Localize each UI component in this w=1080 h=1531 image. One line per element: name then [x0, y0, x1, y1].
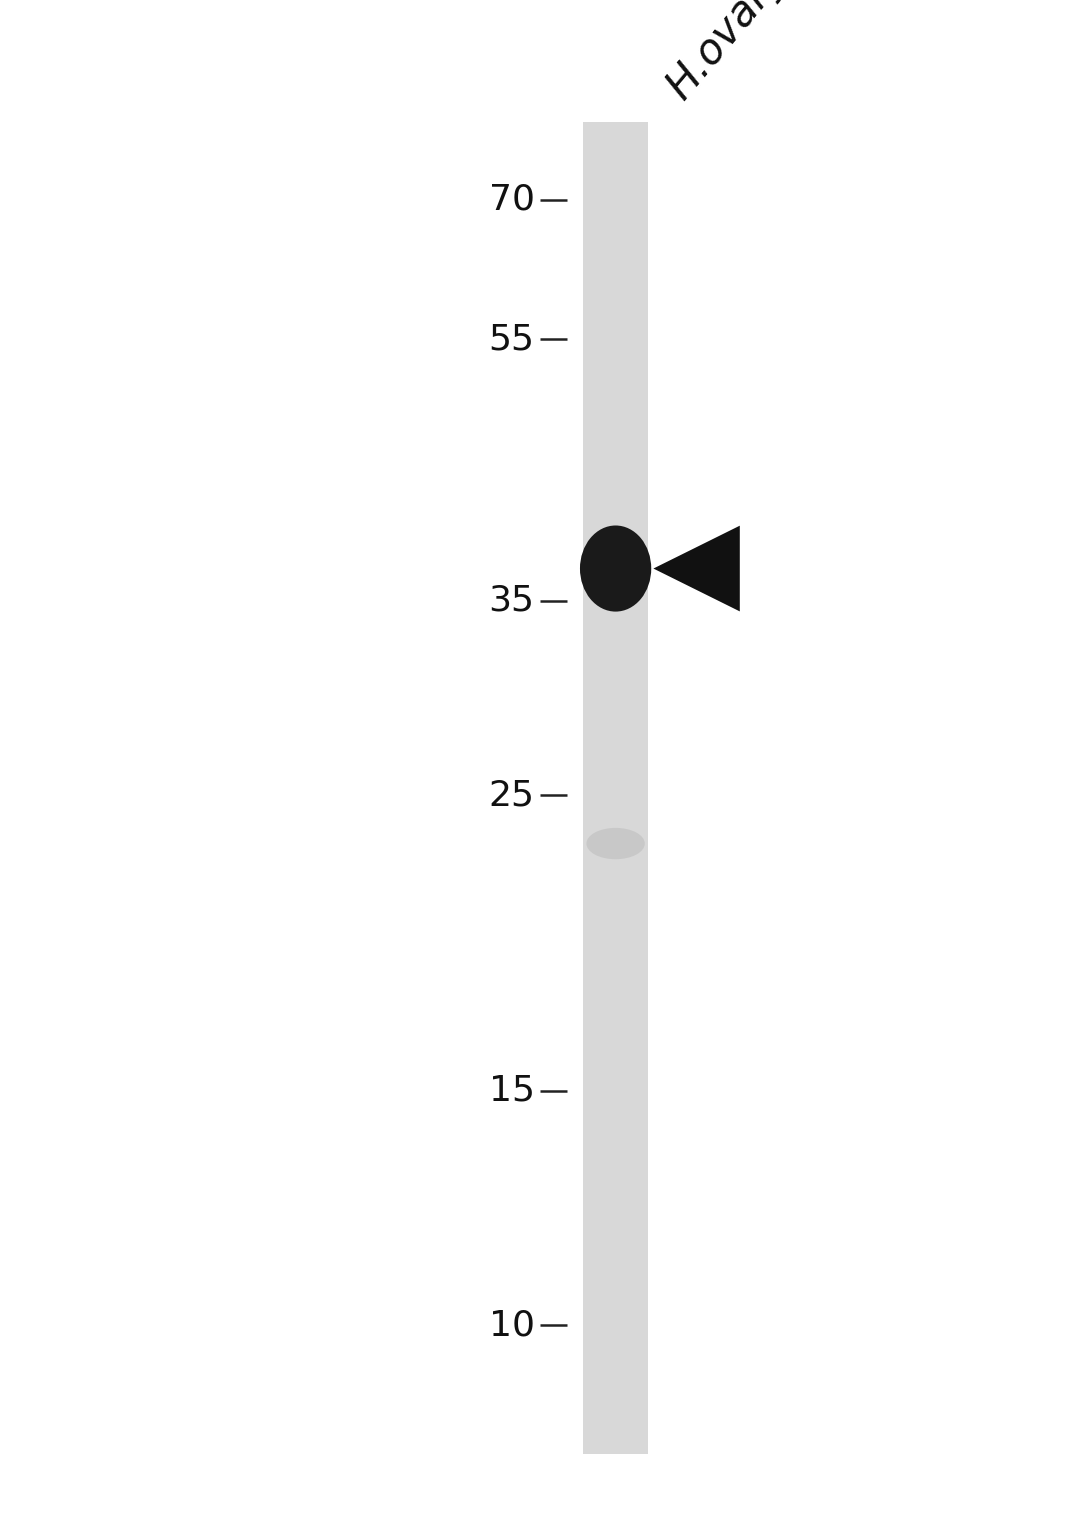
- Text: H.ovary: H.ovary: [659, 0, 795, 107]
- Ellipse shape: [580, 525, 651, 611]
- Text: 35: 35: [488, 583, 535, 617]
- Ellipse shape: [586, 828, 645, 859]
- Text: 15: 15: [488, 1073, 535, 1108]
- Text: 70: 70: [488, 182, 535, 217]
- Text: 25: 25: [488, 778, 535, 813]
- Polygon shape: [653, 525, 740, 611]
- Bar: [583, 122, 648, 1454]
- Text: 10: 10: [488, 1309, 535, 1343]
- Text: 55: 55: [488, 322, 535, 357]
